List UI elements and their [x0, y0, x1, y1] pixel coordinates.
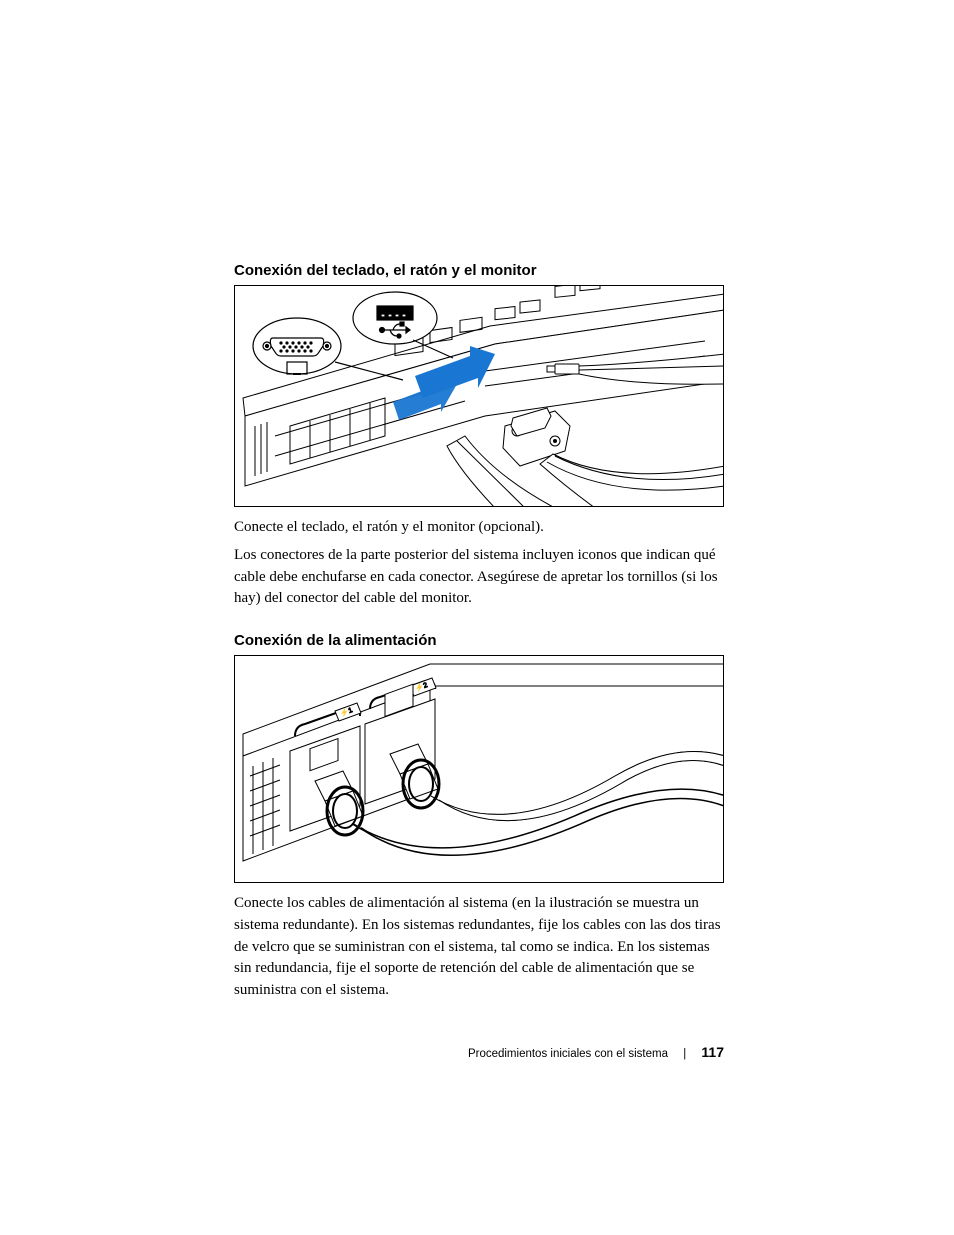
figure-power-connection: ⚡1 ⚡2	[234, 655, 724, 883]
page-content: Conexión del teclado, el ratón y el moni…	[234, 262, 724, 1002]
figure-keyboard-mouse-monitor	[234, 285, 724, 507]
section-power-connection: Conexión de la alimentación	[234, 632, 724, 1002]
section1-heading: Conexión del teclado, el ratón y el moni…	[234, 262, 724, 279]
section1-para1: Conecte el teclado, el ratón y el monito…	[234, 517, 724, 539]
vga-cable	[447, 408, 724, 507]
section2-heading: Conexión de la alimentación	[234, 632, 724, 649]
figure2-svg: ⚡1 ⚡2	[235, 656, 724, 883]
section2-para1: Conecte los cables de alimentación al si…	[234, 893, 724, 1002]
footer-label: Procedimientos iniciales con el sistema	[468, 1048, 668, 1060]
section-keyboard-mouse-monitor: Conexión del teclado, el ratón y el moni…	[234, 262, 724, 610]
footer-separator: |	[683, 1048, 686, 1060]
page-number: 117	[701, 1044, 724, 1060]
figure1-svg	[235, 286, 724, 507]
section1-para2: Los conectores de la parte posterior del…	[234, 545, 724, 610]
power-cord-2	[431, 752, 724, 821]
page-footer: Procedimientos iniciales con el sistema …	[234, 1044, 724, 1060]
